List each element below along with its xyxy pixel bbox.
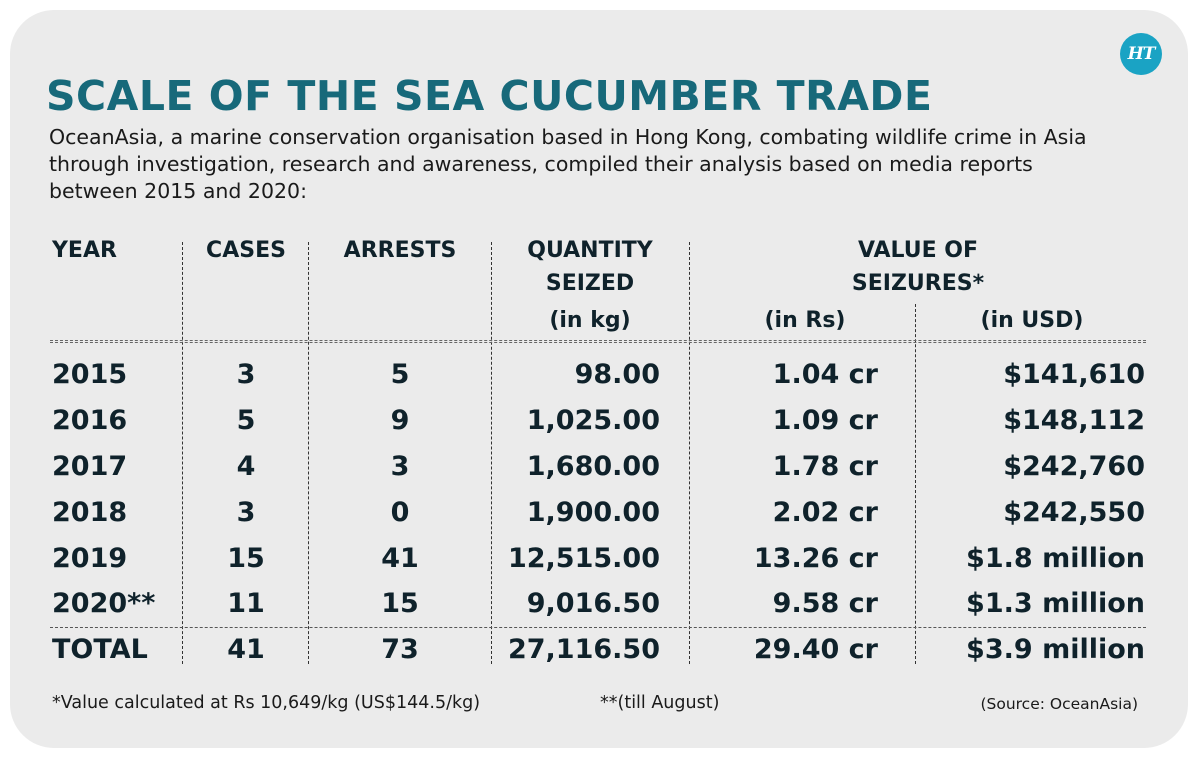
cell-cases: 5 [236,405,256,436]
cell-arrests: 9 [390,405,410,436]
cell-value-usd: $1.8 million [966,543,1145,574]
header-quantity-line2: SEIZED [545,271,635,296]
table-row: 2018 3 0 1,900.00 2.02 cr $242,550 [0,490,1200,536]
source-credit: (Source: OceanAsia) [980,695,1138,713]
cell-value-usd: $1.3 million [966,588,1145,619]
cell-value-usd: $141,610 [1003,359,1145,390]
cell-value-usd: $242,550 [1003,497,1145,528]
cell-value-usd: $242,760 [1003,451,1145,482]
cell-quantity: 1,900.00 [526,497,660,528]
header-value-usd: (in USD) [980,308,1084,333]
cell-cases: 3 [236,497,256,528]
column-divider [689,242,690,664]
total-row: TOTAL 41 73 27,116.50 29.40 cr $3.9 mill… [0,627,1200,673]
header-quantity-line1: QUANTITY [527,238,653,263]
cell-value-rs: 2.02 cr [772,497,878,528]
cell-value-rs: 29.40 cr [753,634,878,665]
column-divider [182,242,183,664]
footnote-date: **(till August) [600,693,720,713]
cell-year: 2015 [52,359,128,390]
cell-value-rs: 1.09 cr [772,405,878,436]
cell-year: 2019 [52,543,128,574]
cell-year: 2017 [52,451,128,482]
cell-value-rs: 9.58 cr [772,588,878,619]
cell-cases: 11 [227,588,265,619]
cell-arrests: 41 [381,543,419,574]
cell-value-usd: $3.9 million [966,634,1145,665]
cell-quantity: 1,025.00 [526,405,660,436]
header-quantity-unit: (in kg) [549,308,631,333]
cell-quantity: 27,116.50 [507,634,660,665]
cell-year: 2018 [52,497,128,528]
column-divider [491,242,492,664]
cell-arrests: 0 [390,497,410,528]
cell-quantity: 12,515.00 [507,543,660,574]
header-arrests: ARRESTS [343,238,457,263]
header-year: YEAR [52,238,117,263]
table-row: 2016 5 9 1,025.00 1.09 cr $148,112 [0,398,1200,444]
page-title: SCALE OF THE SEA CUCUMBER TRADE [46,72,933,120]
cell-arrests: 5 [390,359,410,390]
header-value-line2: SEIZURES* [851,271,985,296]
cell-value-rs: 1.04 cr [772,359,878,390]
cell-value-rs: 1.78 cr [772,451,878,482]
table-row: 2019 15 41 12,515.00 13.26 cr $1.8 milli… [0,536,1200,582]
intro-text: OceanAsia, a marine conservation organis… [49,125,1087,203]
header-value-rs: (in Rs) [764,308,846,333]
cell-year: TOTAL [52,634,148,665]
header-value-line1: VALUE OF [857,238,979,263]
table-row: 2017 4 3 1,680.00 1.78 cr $242,760 [0,444,1200,490]
infographic-card [10,10,1188,748]
cell-value-rs: 13.26 cr [753,543,878,574]
column-divider [308,242,309,664]
cell-year: 2020** [52,588,156,619]
cell-cases: 3 [236,359,256,390]
header-cases: CASES [206,238,286,263]
cell-arrests: 73 [381,634,419,665]
table-row: 2015 3 5 98.00 1.04 cr $141,610 [0,352,1200,398]
table-row: 2020** 11 15 9,016.50 9.58 cr $1.3 milli… [0,581,1200,627]
cell-year: 2016 [52,405,128,436]
header-separator [50,340,1146,343]
footnote-value: *Value calculated at Rs 10,649/kg (US$14… [52,693,481,713]
cell-arrests: 15 [381,588,419,619]
cell-cases: 15 [227,543,265,574]
cell-quantity: 98.00 [574,359,660,390]
cell-quantity: 9,016.50 [526,588,660,619]
cell-cases: 4 [236,451,256,482]
cell-value-usd: $148,112 [1003,405,1145,436]
total-separator [50,627,1146,628]
cell-cases: 41 [227,634,265,665]
ht-logo-icon: HT [1120,33,1162,75]
cell-quantity: 1,680.00 [526,451,660,482]
column-divider [915,304,916,664]
cell-arrests: 3 [390,451,410,482]
